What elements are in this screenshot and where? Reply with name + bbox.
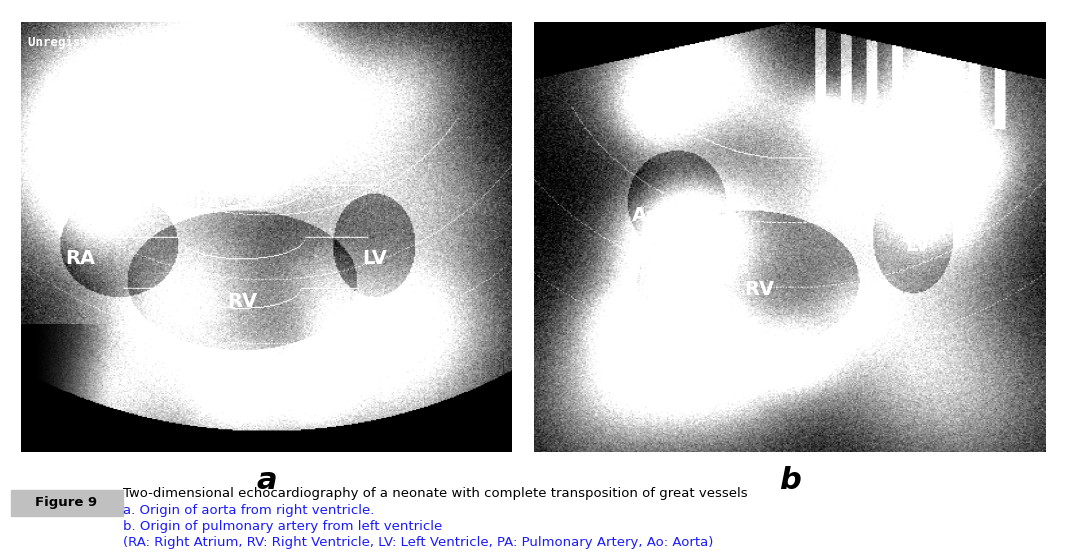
Text: LV: LV — [363, 250, 387, 268]
Text: Figure 9: Figure 9 — [35, 496, 97, 509]
Text: Unregistered HyperCam: Unregistered HyperCam — [28, 36, 186, 49]
Text: a: a — [256, 466, 277, 495]
FancyBboxPatch shape — [11, 490, 123, 516]
Text: RV: RV — [744, 279, 774, 299]
Text: RV: RV — [227, 293, 257, 311]
Text: (RA: Right Atrium, RV: Right Ventricle, LV: Left Ventricle, PA: Pulmonary Artery: (RA: Right Atrium, RV: Right Ventricle, … — [123, 536, 713, 549]
Text: LV: LV — [905, 236, 930, 256]
Text: PA: PA — [194, 193, 222, 213]
Text: Two-dimensional echocardiography of a neonate with complete transposition of gre: Two-dimensional echocardiography of a ne… — [123, 487, 747, 500]
Text: b. Origin of pulmonary artery from left ventricle: b. Origin of pulmonary artery from left … — [123, 521, 442, 533]
Text: RA: RA — [65, 250, 95, 268]
Text: a. Origin of aorta from right ventricle.: a. Origin of aorta from right ventricle. — [123, 505, 375, 517]
Text: Ao: Ao — [632, 206, 660, 225]
Text: b: b — [779, 466, 800, 495]
